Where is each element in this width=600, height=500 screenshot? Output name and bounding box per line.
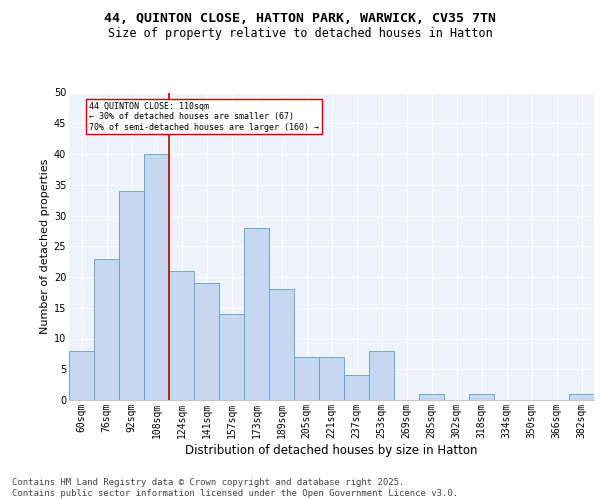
Bar <box>219 314 244 400</box>
Text: 44, QUINTON CLOSE, HATTON PARK, WARWICK, CV35 7TN: 44, QUINTON CLOSE, HATTON PARK, WARWICK,… <box>104 12 496 26</box>
Bar <box>469 394 494 400</box>
Bar <box>419 394 444 400</box>
Bar <box>144 154 169 400</box>
Text: Contains HM Land Registry data © Crown copyright and database right 2025.
Contai: Contains HM Land Registry data © Crown c… <box>12 478 458 498</box>
Bar <box>294 357 319 400</box>
Bar <box>94 258 119 400</box>
Bar <box>569 394 594 400</box>
Text: 44 QUINTON CLOSE: 110sqm
← 30% of detached houses are smaller (67)
70% of semi-d: 44 QUINTON CLOSE: 110sqm ← 30% of detach… <box>89 102 319 132</box>
Bar <box>119 191 144 400</box>
Y-axis label: Number of detached properties: Number of detached properties <box>40 158 50 334</box>
Text: Size of property relative to detached houses in Hatton: Size of property relative to detached ho… <box>107 28 493 40</box>
Bar <box>194 283 219 400</box>
Bar <box>344 376 369 400</box>
Bar <box>244 228 269 400</box>
Bar <box>269 290 294 400</box>
Bar <box>319 357 344 400</box>
Bar <box>369 351 394 400</box>
X-axis label: Distribution of detached houses by size in Hatton: Distribution of detached houses by size … <box>185 444 478 456</box>
Bar <box>69 351 94 400</box>
Bar <box>169 271 194 400</box>
